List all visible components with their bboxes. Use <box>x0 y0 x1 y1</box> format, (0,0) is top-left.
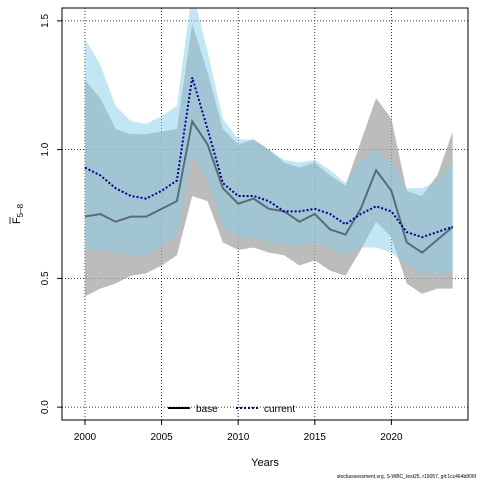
legend: base current <box>168 404 295 415</box>
x-tick-label: 2010 <box>227 432 250 443</box>
x-tick-label: 2015 <box>304 432 327 443</box>
y-axis: 0.0 0.5 1.0 1.5 <box>40 13 62 414</box>
y-tick-label: 0.0 <box>40 400 51 414</box>
plot-frame <box>61 7 469 421</box>
x-axis-label: Years <box>251 457 279 469</box>
footer-text: stockassessment.org, S-WBC_test25, r1905… <box>337 474 477 480</box>
band-current <box>84 8 453 274</box>
legend-current-label: current <box>264 404 295 415</box>
y-axis-label-subscript: 5–8 <box>16 203 25 217</box>
confidence-bands <box>84 8 453 297</box>
y-tick-label: 0.5 <box>40 271 51 285</box>
y-tick-label: 1.0 <box>40 142 51 156</box>
x-tick-label: 2020 <box>380 432 403 443</box>
y-axis-label: F5–8 <box>9 203 25 224</box>
legend-base-label: base <box>196 404 218 415</box>
y-tick-label: 1.5 <box>40 13 51 27</box>
x-tick-label: 2005 <box>150 432 173 443</box>
y-axis-label-main: F <box>11 217 23 224</box>
svg-text:F5–8: F5–8 <box>11 203 25 224</box>
series-lines <box>84 77 454 254</box>
x-axis: 2000 2005 2010 2015 2020 <box>74 420 403 443</box>
line-base <box>84 118 454 254</box>
x-tick-label: 2000 <box>74 432 97 443</box>
line-current <box>84 77 453 239</box>
